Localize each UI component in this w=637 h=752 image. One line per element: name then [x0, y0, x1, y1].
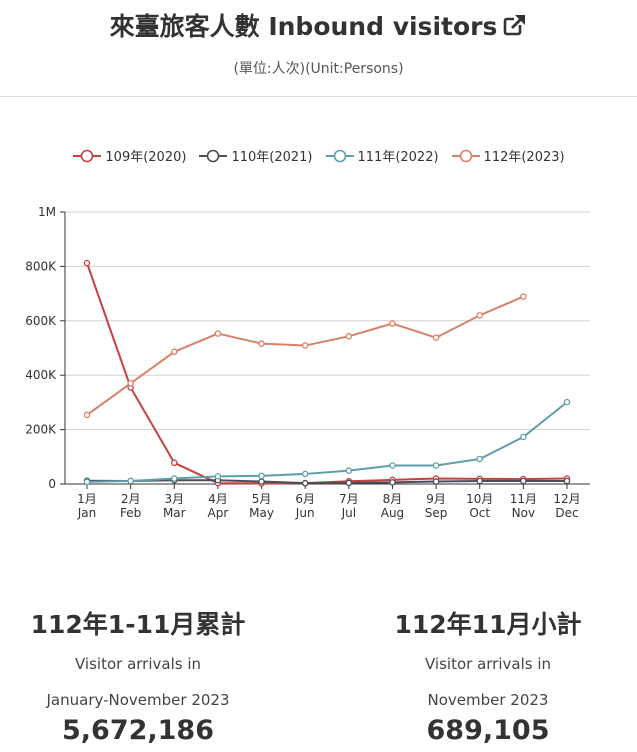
x-tick-label-en: Oct	[469, 506, 490, 520]
chart-legend: 109年(2020) 110年(2021) 111年(2022) 112年(2023)	[0, 146, 637, 168]
legend-item-2[interactable]: 111年(2022)	[325, 146, 439, 165]
x-tick-label-en: Jan	[77, 506, 97, 520]
page-title: 來臺旅客人數 Inbound visitors	[0, 8, 637, 48]
x-tick-label-zh: 4月	[208, 492, 228, 506]
data-point	[520, 433, 527, 441]
x-tick-label-en: Jun	[295, 506, 315, 520]
x-tick-label-en: Aug	[381, 506, 404, 520]
y-tick-label: 600K	[25, 314, 57, 328]
x-tick-label-zh: 7月	[339, 492, 359, 506]
stat-monthly-value: 689,105	[426, 715, 550, 746]
data-point	[83, 411, 91, 419]
data-point	[432, 478, 440, 485]
data-point	[563, 477, 571, 485]
data-point	[214, 330, 222, 337]
data-point	[345, 479, 353, 487]
series-line-1	[86, 479, 567, 485]
data-point	[214, 473, 222, 480]
y-tick-label: 200K	[25, 423, 57, 437]
x-tick-label-zh: 3月	[164, 492, 184, 506]
x-tick-label-en: Apr	[208, 506, 229, 520]
data-point	[520, 477, 527, 485]
y-tick-label: 0	[48, 477, 56, 491]
data-point	[520, 293, 527, 300]
data-point	[171, 348, 178, 356]
data-point	[258, 478, 265, 485]
x-tick-label-en: May	[249, 506, 274, 520]
stat-monthly-title: 112年11月小計	[394, 610, 582, 639]
legend-label: 112年(2023)	[483, 150, 565, 165]
data-point	[171, 475, 178, 482]
x-tick-label-en: Dec	[555, 506, 578, 520]
x-tick-label-en: Jul	[341, 506, 356, 520]
legend-marker	[73, 149, 102, 162]
legend-item-3[interactable]: 112年(2023)	[451, 146, 565, 165]
x-tick-label-zh: 5月	[252, 492, 272, 506]
x-tick-label-en: Nov	[512, 506, 535, 520]
data-point	[432, 462, 440, 469]
x-tick-label-zh: 11月	[510, 492, 537, 506]
series-line-3	[86, 295, 524, 416]
legend-label: 111年(2022)	[357, 150, 439, 165]
x-tick-label-en: Mar	[163, 506, 186, 520]
stat-monthly: 112年11月小計 Visitor arrivals in November 2…	[338, 605, 637, 746]
data-point	[389, 479, 396, 486]
legend-label: 110年(2021)	[231, 150, 313, 165]
stat-cumulative-line1: Visitor arrivals in	[75, 655, 201, 673]
legend-marker	[199, 149, 228, 162]
x-tick-label-zh: 1月	[77, 492, 97, 506]
data-point	[345, 467, 353, 474]
legend-label: 109年(2020)	[105, 150, 187, 165]
stat-monthly-line2: November 2023	[427, 691, 549, 709]
y-tick-label: 400K	[25, 368, 57, 382]
data-point	[83, 478, 91, 486]
data-point	[127, 380, 134, 387]
legend-marker	[325, 149, 354, 162]
x-tick-label-zh: 8月	[383, 492, 403, 506]
data-point	[476, 455, 483, 463]
data-point	[389, 320, 396, 327]
x-tick-label-en: Feb	[120, 506, 141, 520]
header: 來臺旅客人數 Inbound visitors (單位:人次)(Unit:Per…	[0, 0, 637, 97]
stat-cumulative: 112年1-11月累計 Visitor arrivals in January-…	[0, 605, 288, 746]
data-point	[301, 342, 309, 349]
data-point	[345, 333, 353, 340]
external-link-icon[interactable]	[503, 10, 527, 48]
x-tick-label-zh: 6月	[295, 492, 315, 506]
x-tick-label-zh: 10月	[466, 492, 493, 506]
data-point	[258, 472, 265, 480]
stat-monthly-line1: Visitor arrivals in	[425, 655, 551, 673]
data-point	[301, 479, 309, 487]
x-tick-label-zh: 2月	[121, 492, 141, 506]
y-tick-label: 1M	[38, 205, 56, 219]
data-point	[301, 470, 309, 478]
legend-marker	[451, 149, 480, 162]
x-tick-label-zh: 12月	[553, 492, 580, 506]
x-tick-label-zh: 9月	[426, 492, 446, 506]
legend-item-1[interactable]: 110年(2021)	[198, 146, 313, 165]
data-point	[476, 477, 483, 485]
data-point	[258, 340, 265, 347]
stat-cumulative-title: 112年1-11月累計	[30, 610, 246, 639]
legend-item-0[interactable]: 109年(2020)	[72, 146, 186, 165]
stat-cumulative-line2: January-November 2023	[46, 691, 230, 709]
data-point	[171, 459, 178, 467]
series-line-2	[86, 401, 568, 483]
data-point	[83, 259, 91, 267]
page-title-text: 來臺旅客人數 Inbound visitors	[109, 12, 498, 41]
data-point	[432, 334, 440, 341]
x-tick-label-en: Sep	[425, 506, 448, 520]
stat-cumulative-value: 5,672,186	[61, 715, 215, 746]
data-point	[127, 477, 134, 485]
y-tick-label: 800K	[25, 259, 57, 273]
data-point	[563, 398, 571, 406]
data-point	[476, 312, 483, 319]
page-subtitle: (單位:人次)(Unit:Persons)	[233, 61, 404, 77]
data-point	[389, 462, 396, 469]
